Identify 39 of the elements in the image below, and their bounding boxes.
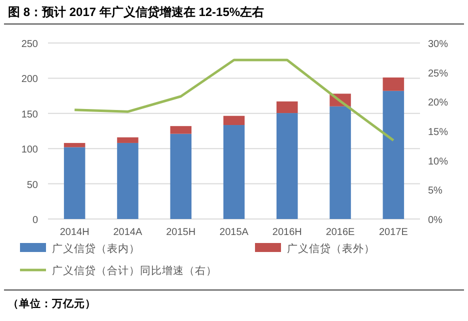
x-tick-label: 2015A [220,227,249,238]
bar [330,106,351,219]
legend-label: 广义信贷（合计）同比增速（右） [52,264,217,277]
x-tick-label: 2014H [60,227,90,238]
y2-tick-label: 25% [428,68,448,80]
y2-tick-label: 20% [428,98,448,109]
bar [276,101,298,114]
y-tick-label: 0 [32,215,38,226]
x-tick-label: 2016H [272,227,302,238]
chart-title: 图 8：预计 2017 年广义信贷增速在 12-15%左右 [8,5,264,19]
bar [64,142,86,148]
y-tick-label: 200 [21,74,38,86]
y2-tick-label: 10% [428,156,448,168]
legend-label: 广义信贷（表内） [52,242,140,255]
bar [382,77,404,91]
x-tick-label: 2015H [166,227,196,238]
line-series [73,58,395,142]
y2-tick-label: 15% [428,127,448,138]
x-tick-label: 2016E [326,227,356,238]
x-tick-label: 2014A [113,227,142,238]
bar [223,116,245,126]
y-tick-label: 100 [21,144,38,156]
y2-tick-label: 0% [428,215,443,226]
y2-tick-label: 5% [428,186,443,197]
bar [382,90,404,219]
bar [223,125,245,219]
y-tick-label: 250 [21,39,38,50]
y2-tick-label: 30% [428,39,448,50]
y-tick-label: 150 [21,109,38,120]
legend-label: 广义信贷（表外） [287,242,375,255]
y-tick-label: 50 [26,180,38,191]
bar [276,113,298,219]
bar [170,126,192,134]
bar [64,147,86,219]
bar [170,134,192,219]
bar [117,137,138,143]
text: （单位：万亿元） [8,297,96,310]
bar [117,142,138,219]
x-tick-label: 2017E [378,227,408,238]
